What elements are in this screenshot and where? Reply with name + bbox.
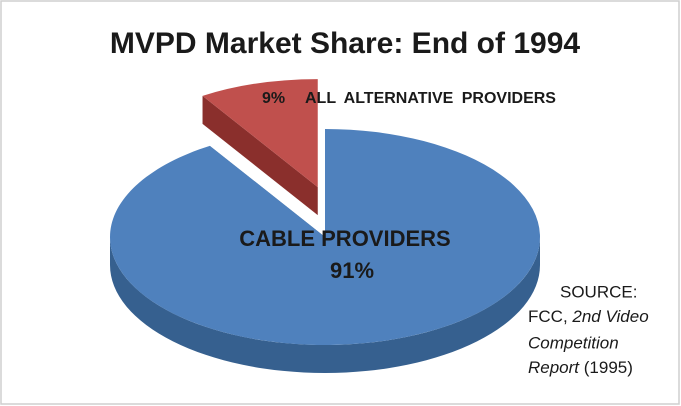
source-note: Report (1995) <box>528 358 633 377</box>
source-note: SOURCE: <box>560 282 637 301</box>
pie <box>110 79 541 373</box>
source-note: FCC, 2nd Video <box>528 307 649 326</box>
pie-slice-side <box>202 95 318 216</box>
pie-slice-side <box>110 237 540 373</box>
source-note: Competition <box>528 333 619 352</box>
chart-title: MVPD Market Share: End of 1994 <box>110 27 580 60</box>
slice-value-label: 9% <box>262 90 285 107</box>
pie-slice <box>110 129 541 345</box>
source-text: FCC, <box>528 307 572 326</box>
slice-label: ALL ALTERNATIVE PROVIDERS <box>305 90 556 107</box>
pie-slice <box>202 79 318 188</box>
source-text: Report <box>528 358 580 377</box>
source-text: 2nd Video <box>571 307 648 326</box>
slice-label: CABLE PROVIDERS <box>239 226 450 251</box>
source-text: (1995) <box>579 358 633 377</box>
slice-value-label: 91% <box>330 258 374 283</box>
